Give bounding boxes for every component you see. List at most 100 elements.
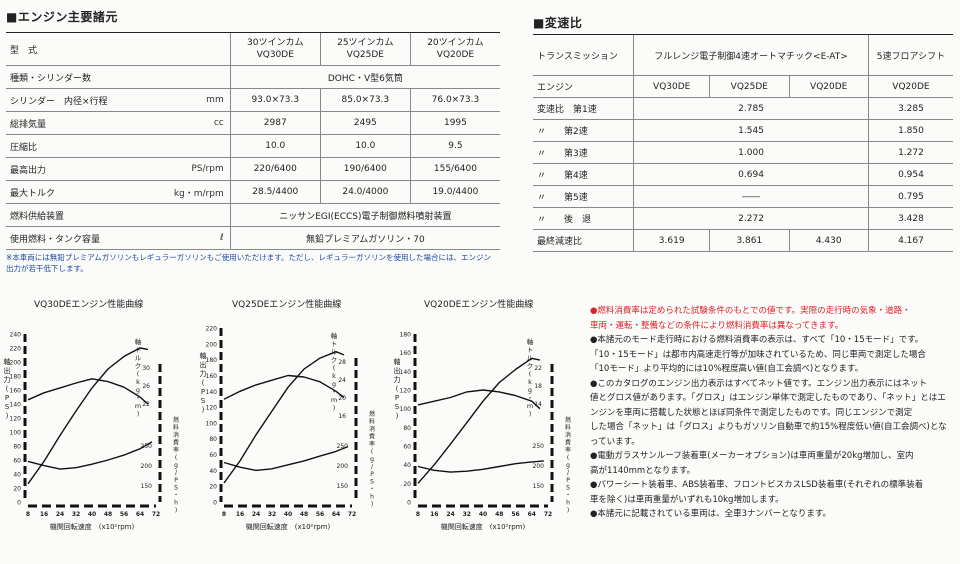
- torque-axis-label-char: (: [333, 364, 336, 372]
- note-line: ●燃料消費率は定められた試験条件のもとでの値です。実際の走行時の気象・道路・: [590, 306, 911, 316]
- torque-axis-label-char: ク: [331, 356, 338, 364]
- transmission-table: トランスミッション フルレンジ電子制御4速オートマチック<E-AT> 5速フロア…: [533, 34, 953, 252]
- fuel-axis-label-char: 消: [565, 431, 571, 439]
- y-axis-label-char: ): [396, 412, 399, 420]
- y-axis-label-char: 力: [200, 369, 207, 378]
- y-axis-label-char: 力: [394, 375, 401, 384]
- model-label: 型 式: [6, 32, 144, 66]
- torque-axis-label-char: ・: [135, 394, 142, 402]
- x-tick-label: 56: [511, 511, 519, 518]
- torque-axis-label-char: ル: [527, 354, 534, 362]
- x-tick-label: 8: [26, 511, 30, 518]
- torque-axis-label-char: 軸: [331, 331, 338, 340]
- torque-axis-label-char: (: [137, 370, 140, 378]
- spec-row: 最高出力 PS/rpm 220/6400 190/6400 155/6400: [6, 157, 500, 181]
- y-axis-label-char: 軸: [4, 357, 11, 366]
- torque-axis-label-char: ト: [135, 346, 142, 354]
- fuel-tick-label: 250: [141, 443, 153, 450]
- fuel-axis-label-char: ・: [565, 492, 571, 499]
- x-tick-label: 24: [446, 511, 454, 518]
- fuel-axis-label-char: 料: [173, 424, 179, 432]
- fuel-axis-label-char: 燃: [369, 410, 375, 418]
- torque-axis-label-char: ・: [527, 394, 534, 402]
- fuel-tick-label: 250: [337, 443, 349, 450]
- note-line: ●電動ガラスサンルーフ装着車(メーカーオプション)は車両重量が20kg増加し、室…: [590, 451, 914, 461]
- x-axis-label: 機関回転速度 (x10²rpm): [441, 522, 526, 531]
- fuel-axis-label-char: 率: [565, 446, 571, 454]
- x-axis-label: 機関回転速度 (x10²rpm): [50, 522, 135, 531]
- fuel-axis-label-char: h: [174, 500, 178, 507]
- torque-axis-label-char: ト: [527, 346, 534, 354]
- spec-row: 圧縮比 10.0 10.0 9.5: [6, 134, 500, 158]
- torque-axis-label-char: g: [528, 386, 532, 394]
- note-line: 車両・運転・整備などの条件により燃料消費率は異なってきます。: [590, 320, 844, 331]
- chart-vq20de-svg: 0 20 40 60 80 100 120 140 160 180 8 16 24 32 40 48 56 64 7…: [394, 332, 572, 532]
- gear-row: 〃 第3速 1.000 1.272: [533, 141, 953, 164]
- fuel-axis-label-char: 率: [369, 440, 375, 448]
- chart-vq20de: 0 20 40 60 80 100 120 140 160 180 8 16 24 32 40 48 56 64 7…: [390, 322, 582, 542]
- fuel-tick-label: 200: [337, 463, 349, 470]
- x-tick-label: 16: [236, 511, 244, 518]
- torque-axis-label-char: m: [527, 402, 533, 410]
- x-tick-label: 64: [528, 511, 536, 518]
- y-axis-label-char: P: [5, 394, 9, 402]
- chart-title-vq30de: VQ30DEエンジン性能曲線: [34, 300, 144, 310]
- fuel-axis-label-char: ): [371, 501, 373, 508]
- fuel-axis-label-char: 燃: [565, 416, 571, 424]
- fuel-tick-label: 150: [337, 483, 349, 490]
- x-tick-label: 32: [463, 511, 471, 518]
- y-tick-label: 80: [13, 444, 21, 451]
- series-line-power: [27, 347, 149, 485]
- chart-vq25de-svg: 0 20 40 60 80 100 120 140 160 180 200 220 8 16 24 32 40 4…: [200, 326, 376, 532]
- note-line: 値とグロス値があります。「グロス」はエンジン単体で測定したものであり、「ネット」…: [590, 393, 946, 403]
- fuel-axis-label-char: 費: [173, 439, 179, 447]
- torque-tick-label: 16: [338, 413, 346, 420]
- model-vq25de: 25ツインカム VQ25DE: [319, 32, 411, 66]
- y-tick-label: 20: [403, 481, 411, 488]
- engine-specs-table: 型 式 30ツインカム VQ30DE 25ツインカム VQ25DE 20ツインカム V…: [6, 32, 500, 250]
- note-line: した場合「ネット」は「グロス」よりもガソリン自動車で約15%程度低い値(自工会調…: [590, 422, 947, 432]
- y-axis-label-char: (: [202, 379, 205, 387]
- torque-tick-label: 14: [534, 401, 542, 408]
- gear-row: 変速比 第1速 2.785 3.285: [533, 97, 953, 120]
- y-axis-label-char: S: [5, 403, 10, 411]
- chart-vq30de: 0 20 40 60 80 100 120 140 160 180 200 220 240 8 16 24 32…: [0, 322, 190, 542]
- y-tick-label: 100: [10, 430, 22, 437]
- fuel-axis-label-char: 費: [369, 433, 375, 441]
- fuel-axis-label-char: S: [370, 479, 374, 486]
- y-axis-label-char: (: [6, 385, 9, 393]
- note-line: 「10・15モード」は都市内高速走行等が加味されているため、同じ車両で測定した場…: [590, 349, 926, 360]
- spec-row: シリンダー 内径×行程 mm 93.0×73.3 85.0×73.3 76.0×73.…: [6, 88, 500, 112]
- fuel-axis-label-char: ・: [369, 486, 375, 493]
- note-line: 車を除く)は車両重量がいずれも10kg増加します。: [590, 494, 784, 505]
- footnote-line2: 出力が若干低下します。: [6, 264, 88, 273]
- torque-axis-label-char: 軸: [527, 337, 534, 346]
- y-tick-label: 180: [10, 374, 22, 381]
- fuel-axis-label-char: 費: [565, 439, 571, 447]
- y-axis-label-char: 出: [394, 366, 401, 375]
- torque-axis-label-char: ): [333, 404, 336, 412]
- fuel-axis-label-char: h: [566, 500, 570, 507]
- chart-vq25de: 0 20 40 60 80 100 120 140 160 180 200 220 8 16 24 32 40 4…: [196, 316, 386, 542]
- fuel-axis-label-char: P: [370, 471, 374, 478]
- y-axis-label-char: S: [395, 403, 400, 411]
- x-tick-label: 56: [316, 511, 324, 518]
- x-tick-label: 24: [56, 511, 64, 518]
- torque-axis-label-char: g: [332, 380, 336, 388]
- fuel-tick-label: 200: [533, 463, 545, 470]
- x-tick-label: 40: [88, 511, 96, 518]
- x-tick-label: 32: [72, 511, 80, 518]
- fuel-axis-label-char: ): [175, 507, 177, 514]
- y-tick-label: 160: [400, 350, 412, 357]
- x-tick-label: 72: [152, 511, 160, 518]
- y-tick-label: 40: [403, 462, 411, 469]
- y-tick-label: 200: [206, 341, 218, 348]
- spec-row: 使用燃料・タンク容量 ℓ 無鉛プレミアムガソリン・70: [6, 226, 500, 250]
- y-tick-label: 200: [10, 360, 22, 367]
- y-tick-label: 120: [206, 405, 218, 412]
- spec-row: 総排気量 cc 2987 2495 1995: [6, 111, 500, 135]
- series-line-fuel: [417, 460, 544, 473]
- x-tick-label: 64: [332, 511, 340, 518]
- chart-title-vq25de: VQ25DEエンジン性能曲線: [232, 300, 342, 310]
- y-axis-label-char: 出: [200, 360, 207, 369]
